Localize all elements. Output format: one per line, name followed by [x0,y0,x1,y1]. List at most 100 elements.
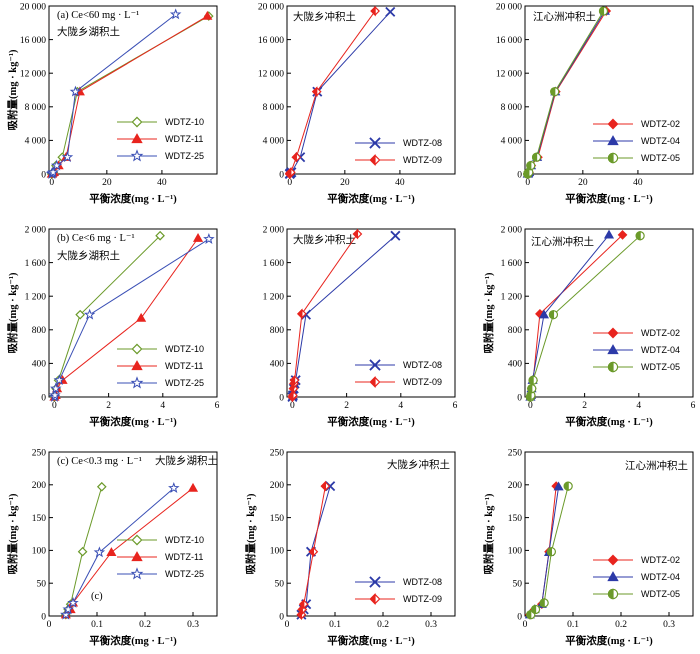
y-tick-label: 8 000 [263,103,285,113]
plot-frame [48,228,218,398]
y-tick-label: 250 [508,448,523,458]
legend-label: WDTZ-25 [165,151,204,161]
legend: WDTZ-08 WDTZ-09 [355,137,442,167]
panel-annotation: 大陇乡冲积土 [387,458,450,471]
x-tick-label: 20 [340,178,350,188]
series-WDTZ-05 [526,481,573,620]
legend-marker [607,118,619,130]
panel-annotation: 江心洲冲积土 [533,10,596,23]
series-WDTZ-25 [48,233,215,402]
plot-frame [48,451,218,617]
legend-marker [369,576,381,588]
data-point [61,151,74,163]
data-point [202,10,213,20]
series-line [289,11,391,175]
legend-marker [607,344,619,355]
chart-panel-2: 0 20 40 0 4 000 8 000 12 000 16 000 20 000 平衡浓度(m… [258,2,456,205]
legend-label: WDTZ-04 [641,136,680,146]
legend-marker [369,359,381,371]
x-tick-label: 0 [528,401,533,411]
y-tick-label: 16 000 [20,36,46,46]
data-point [308,546,319,558]
panel-annotation: (b) Ce<6 mg · L⁻¹ [57,233,135,244]
data-point [563,481,573,491]
plot-frame [524,451,694,617]
x-tick-label: 0 [525,178,530,188]
series-line [527,10,606,175]
legend-label: WDTZ-10 [165,344,204,354]
y-tick-label: 1 600 [25,259,47,269]
legend-label: WDTZ-08 [403,360,442,370]
y-tick-label: 1 600 [501,259,523,269]
y-axis-title: 吸附量(mg · kg⁻¹) [244,493,257,575]
y-tick-label: 0 [517,393,522,403]
data-point [546,547,557,557]
panel-annotation: (c) Ce<0.3 mg · L⁻¹ [57,456,142,467]
plot-frame [286,451,456,617]
legend-marker [607,554,619,566]
x-tick-label: 0.1 [567,620,579,630]
y-axis-title: 吸附量(mg · kg⁻¹) [6,493,19,575]
y-tick-label: 8 000 [25,103,47,113]
y-tick-label: 50 [37,580,47,590]
x-tick-label: 0 [285,620,290,630]
y-tick-label: 0 [41,170,46,180]
x-tick-label: 40 [157,178,167,188]
series-WDTZ-02 [522,6,612,179]
data-point [288,389,298,401]
x-axis-title: 平衡浓度(mg · L⁻¹) [89,634,177,647]
data-point [192,233,204,242]
legend-label: WDTZ-05 [641,362,680,372]
legend-label: WDTZ-08 [403,138,442,148]
y-tick-label: 50 [513,580,523,590]
legend: WDTZ-02 WDTZ-04 WDTZ-05 [593,118,680,164]
data-point [203,233,215,244]
data-point [635,231,645,241]
legend-marker [607,152,619,164]
y-tick-label: 20 000 [20,2,46,12]
y-tick-label: 12 000 [20,70,46,80]
data-point [50,382,62,394]
data-point [548,310,559,320]
y-tick-label: 150 [508,514,523,524]
x-tick-label: 0.2 [615,620,627,630]
data-point [67,596,79,608]
x-tick-label: 20 [578,178,588,188]
y-tick-label: 8 000 [501,103,523,113]
legend-label: WDTZ-09 [403,377,442,387]
x-tick-label: 4 [160,401,165,411]
y-tick-label: 16 000 [258,36,284,46]
data-point [297,603,308,615]
legend-label: WDTZ-04 [641,572,680,582]
y-axis-title: 吸附量(mg · kg⁻¹) [6,272,19,354]
series-line [54,237,199,398]
x-tick-label: 2 [582,401,587,411]
legend-marker [131,360,143,371]
legend-label: WDTZ-10 [165,117,204,127]
panel-annotation: 大陇乡湖积土 [155,454,218,467]
data-point [286,166,296,178]
data-point [385,6,396,17]
data-point [550,87,560,97]
x-tick-label: 0 [287,178,292,188]
data-point [298,598,309,610]
x-tick-label: 0 [49,178,54,188]
y-tick-label: 12 000 [496,70,522,80]
x-tick-label: 0.1 [91,620,103,630]
y-tick-label: 200 [270,481,285,491]
x-axis-title: 平衡浓度(mg · L⁻¹) [327,634,415,647]
y-tick-label: 0 [279,612,284,622]
data-point [47,166,59,178]
y-tick-label: 1 200 [263,293,285,303]
y-tick-label: 0 [517,170,522,180]
data-point [531,152,542,162]
x-axis-title: 平衡浓度(mg · L⁻¹) [565,634,653,647]
legend: WDTZ-02 WDTZ-04 WDTZ-05 [593,327,680,373]
legend-label: WDTZ-11 [165,134,203,144]
x-tick-label: 0.1 [329,620,341,630]
y-tick-label: 800 [32,326,47,336]
panel-annotation: (c) [91,591,103,602]
y-tick-label: 2 000 [263,225,285,235]
series-WDTZ-09 [284,5,380,180]
legend-label: WDTZ-09 [403,594,442,604]
